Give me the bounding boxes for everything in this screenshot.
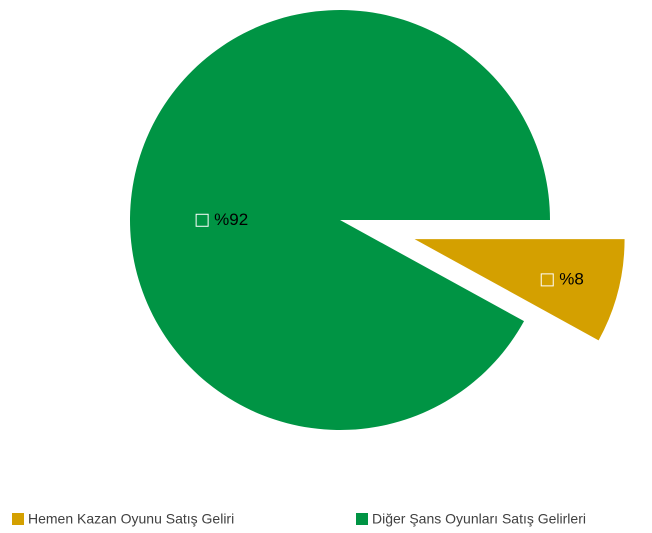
pie-slice	[129, 10, 550, 431]
label-marker	[195, 213, 209, 227]
data-label: %8	[559, 269, 584, 288]
legend-marker	[12, 513, 24, 525]
legend-label: Diğer Şans Oyunları Satış Gelirleri	[372, 511, 586, 527]
legend-label: Hemen Kazan Oyunu Satış Geliri	[28, 511, 234, 527]
data-label: %92	[214, 210, 248, 229]
legend-marker	[356, 513, 368, 525]
label-marker	[540, 273, 554, 287]
pie-slice	[414, 239, 625, 341]
